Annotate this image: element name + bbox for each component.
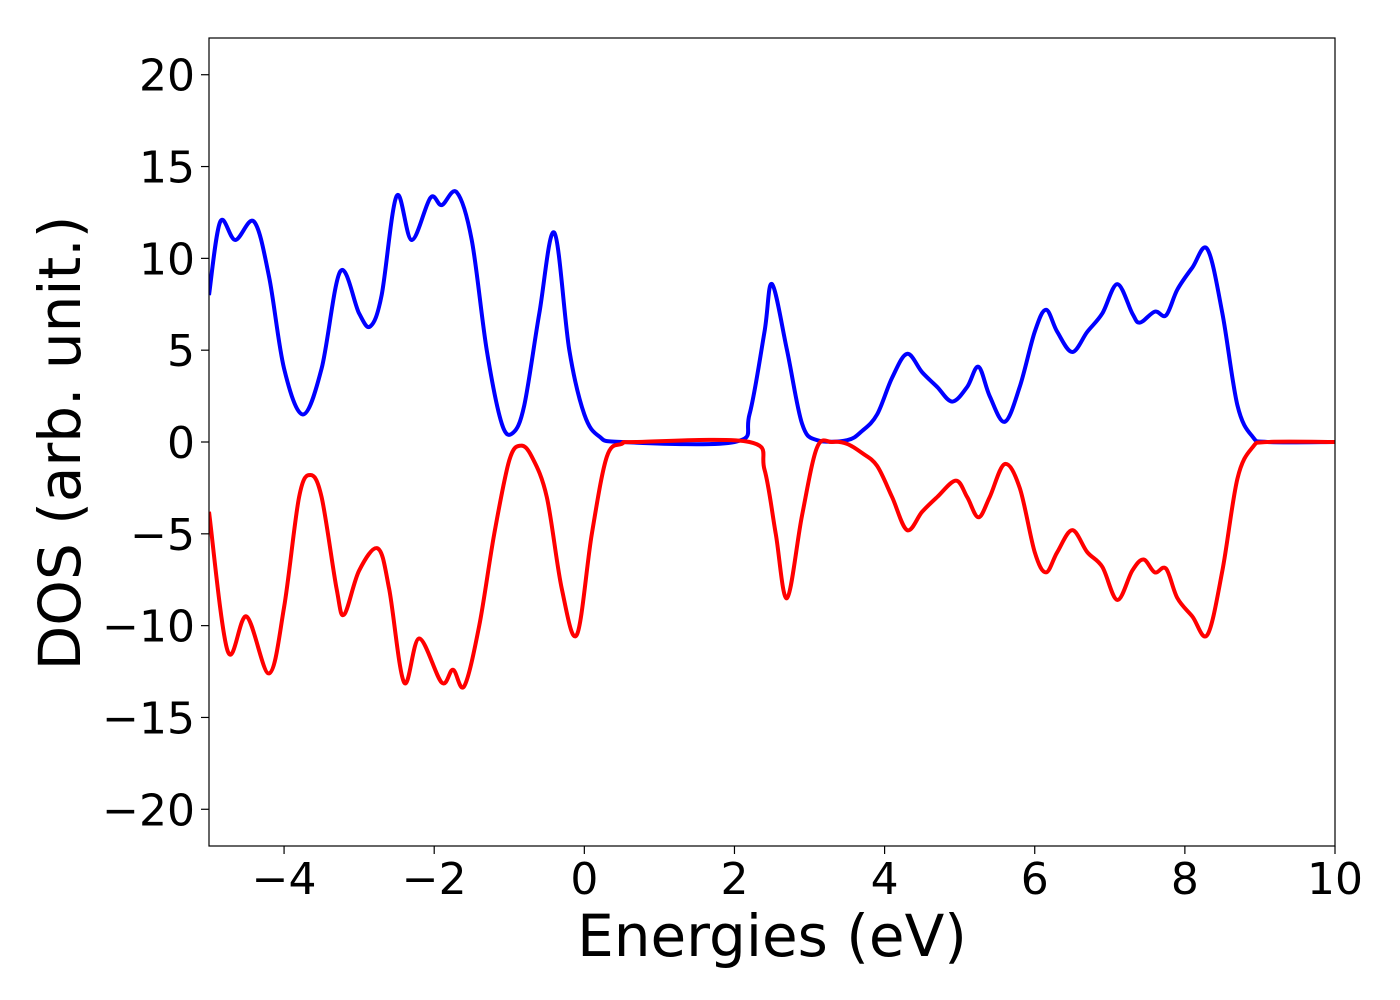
x-tick-label: 4 bbox=[871, 854, 899, 905]
y-tick-label: 15 bbox=[139, 143, 195, 194]
x-axis-label: Energies (eV) bbox=[577, 902, 967, 970]
y-axis-label: DOS (arb. unit.) bbox=[26, 216, 94, 671]
dos-line bbox=[209, 189, 1335, 447]
dos-line bbox=[209, 437, 1335, 690]
x-tick-label: −4 bbox=[252, 854, 317, 905]
plot-frame bbox=[208, 37, 1336, 847]
y-tick-label: 10 bbox=[139, 234, 195, 285]
y-tick-label: −15 bbox=[102, 693, 195, 744]
y-tick-label: 0 bbox=[167, 418, 195, 469]
y-tick-label: −10 bbox=[102, 602, 195, 653]
x-tick-label: 2 bbox=[720, 854, 748, 905]
y-tick-label: −20 bbox=[102, 785, 195, 836]
x-tick-label: 0 bbox=[570, 854, 598, 905]
x-tick-label: 10 bbox=[1307, 854, 1363, 905]
y-tick-label: 20 bbox=[139, 51, 195, 102]
x-tick-label: 8 bbox=[1171, 854, 1199, 905]
y-tick-label: −5 bbox=[130, 510, 195, 561]
x-tick-label: 6 bbox=[1021, 854, 1049, 905]
y-tick-label: 5 bbox=[167, 326, 195, 377]
plot-area bbox=[209, 189, 1335, 690]
x-tick-label: −2 bbox=[402, 854, 467, 905]
